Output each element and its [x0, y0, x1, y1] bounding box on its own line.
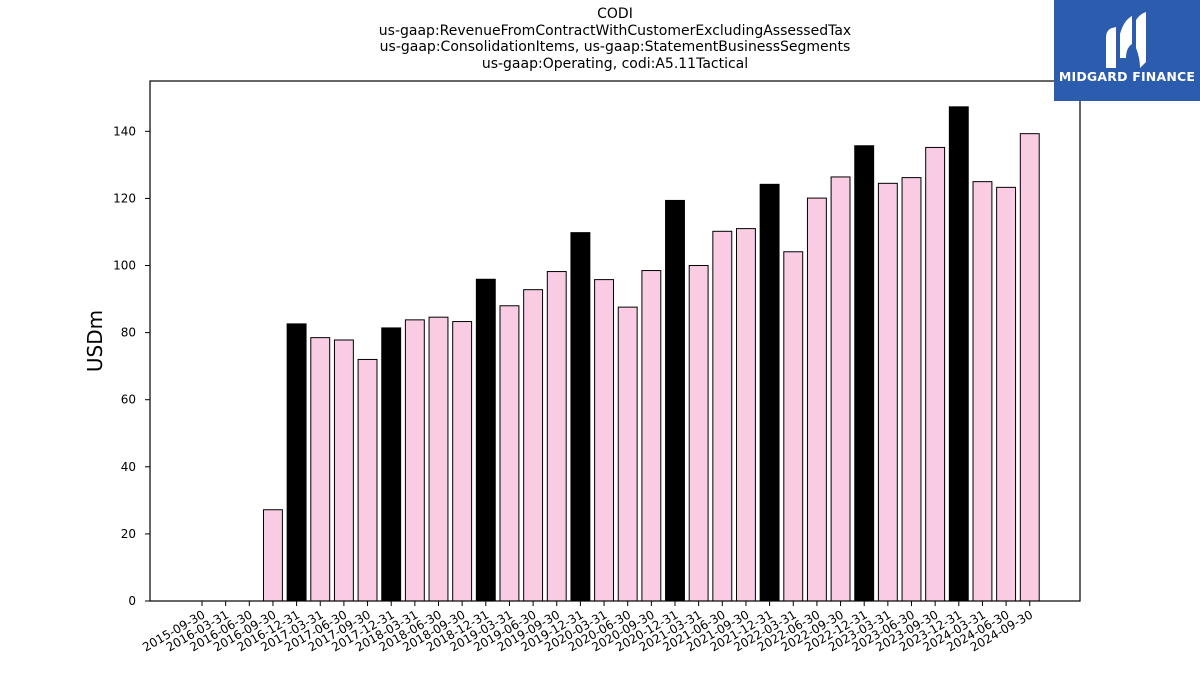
bar-2021-06-30 — [712, 230, 733, 602]
bar-2018-03-31 — [404, 319, 425, 602]
bar-2020-09-30 — [641, 270, 662, 602]
bar-2022-12-31 — [854, 145, 875, 602]
chart-title-line-4: us-gaap:Operating, codi:A5.11Tactical — [481, 55, 749, 72]
bar-2024-09-30 — [1019, 133, 1040, 602]
brand-name: MIDGARD FINANCE — [1058, 69, 1196, 84]
brand-logo: MIDGARD FINANCE — [1054, 0, 1200, 101]
y-tick-label: 60 — [121, 393, 136, 407]
y-axis-ticks: 0 20 40 60 80 100 120 140 — [113, 124, 150, 608]
y-tick-label: 40 — [121, 460, 136, 474]
plot-frame — [149, 80, 1081, 602]
chart-title-line-1: CODI — [597, 6, 633, 22]
bar-2019-06-30 — [523, 289, 544, 602]
bar-2018-09-30 — [452, 321, 473, 602]
bar-2020-12-31 — [665, 199, 685, 602]
chart-title-line-3: us-gaap:ConsolidationItems, us-gaap:Stat… — [379, 39, 851, 55]
bar-2016-09-30 — [263, 509, 283, 602]
bar-2017-12-31 — [381, 327, 402, 602]
bar-2022-09-30 — [830, 176, 851, 602]
bar-2024-03-31 — [972, 181, 993, 602]
y-axis-label: USDm — [83, 310, 107, 372]
y-tick-label: 0 — [128, 594, 136, 608]
midgard-logo-icon — [1054, 0, 1200, 101]
x-axis-ticks: 2015-09-302016-03-312016-06-302016-09-30… — [140, 601, 1035, 654]
bar-2023-09-30 — [925, 146, 946, 602]
bar-2020-06-30 — [617, 306, 638, 602]
bars-group — [263, 106, 1040, 602]
bar-2017-03-31 — [310, 337, 331, 602]
bar-2021-12-31 — [759, 183, 780, 602]
bar-2020-03-31 — [594, 279, 614, 602]
bar-2016-12-31 — [286, 323, 307, 602]
y-tick-label: 80 — [121, 326, 136, 340]
logo-mark-right — [1136, 12, 1146, 68]
bar-2022-03-31 — [783, 251, 804, 602]
chart-title: CODI us-gaap:RevenueFromContractWithCust… — [150, 6, 1080, 72]
bar-2017-09-30 — [357, 358, 378, 602]
bar-2019-12-31 — [570, 232, 591, 602]
y-tick-label: 100 — [113, 259, 136, 273]
bar-2022-06-30 — [806, 197, 827, 602]
bar-2018-12-31 — [475, 278, 496, 602]
bar-2023-03-31 — [877, 182, 898, 602]
logo-mark-middle — [1120, 16, 1132, 58]
bar-2023-06-30 — [901, 177, 922, 602]
bar-2021-03-31 — [688, 265, 709, 602]
y-tick-label: 120 — [113, 191, 136, 205]
logo-mark-left — [1106, 27, 1116, 68]
bar-2024-06-30 — [996, 186, 1017, 602]
bar-2021-09-30 — [736, 228, 756, 602]
y-tick-label: 140 — [113, 124, 136, 138]
bar-2018-06-30 — [428, 316, 449, 602]
bar-2019-03-31 — [499, 305, 520, 602]
bar-2019-09-30 — [546, 271, 567, 602]
y-tick-label: 20 — [121, 527, 136, 541]
chart-title-line-2: us-gaap:RevenueFromContractWithCustomerE… — [378, 22, 852, 39]
bar-2017-06-30 — [333, 339, 354, 602]
bar-2023-12-31 — [948, 106, 969, 602]
